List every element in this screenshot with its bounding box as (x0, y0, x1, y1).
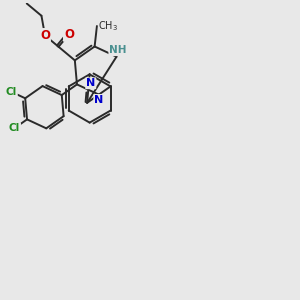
Text: N: N (86, 78, 95, 88)
Text: NH: NH (109, 45, 127, 55)
Text: O: O (64, 28, 74, 41)
Text: O: O (40, 29, 50, 42)
Text: N: N (94, 95, 104, 105)
Text: CH$_3$: CH$_3$ (98, 19, 118, 33)
Text: Cl: Cl (9, 123, 20, 133)
Text: Cl: Cl (6, 87, 17, 97)
